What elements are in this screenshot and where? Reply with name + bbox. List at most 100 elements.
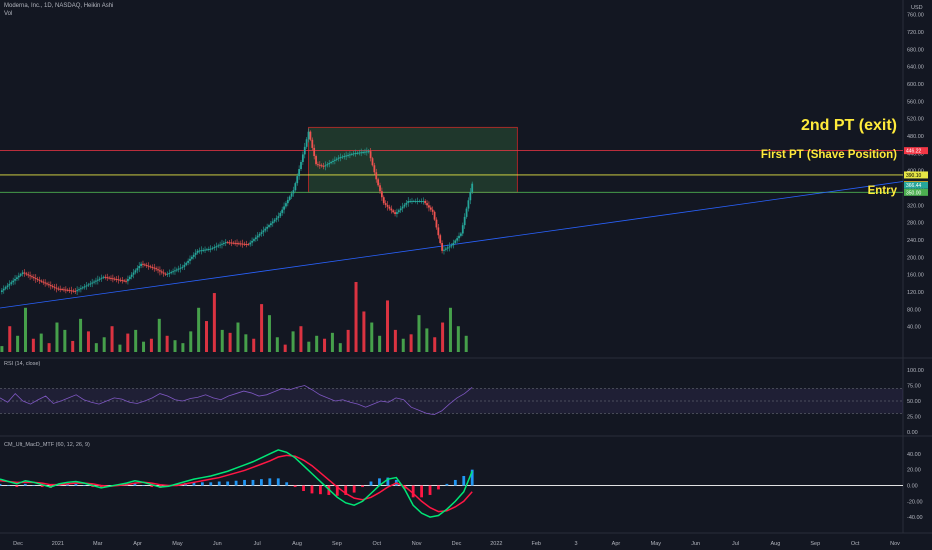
candle-body [2,288,5,291]
candle-body [213,247,216,249]
candle-body [461,225,464,234]
candle-body [441,243,443,251]
volume-bar [275,337,279,352]
volume-bar [441,322,445,352]
candle-body [283,206,285,210]
candle-body [117,279,120,281]
candle-body [83,286,86,288]
candle-body [115,279,118,280]
candle-body [371,158,374,166]
candle-body [382,197,385,204]
candle-body [174,270,176,272]
volume-bar [149,338,153,352]
volume-bar [425,328,429,352]
volume-bar [102,337,106,352]
volume-bar [299,326,303,352]
candle-body [411,201,413,202]
macd-histogram-bar [428,485,432,495]
y-tick-label: 200.00 [907,255,924,261]
candle-body [300,162,302,170]
candle-body [448,246,451,248]
volume-bar [157,318,161,352]
x-tick-label: Sep [332,541,342,547]
volume-bar [417,315,421,352]
macd-histogram-bar [0,483,2,486]
rsi-title: RSI (14, close) [4,361,41,367]
macd-histogram-bar [133,483,137,486]
candle-body [190,256,193,259]
candle-body [333,159,336,161]
volume-bar [16,335,20,352]
volume-bar [433,337,437,352]
volume-bar [401,338,405,352]
candle-body [59,288,62,290]
macd-histogram-bar [319,485,322,495]
volume-bar [8,326,12,352]
candle-body [215,246,218,248]
candle-body [365,151,368,153]
candle-body [286,199,289,204]
candle-body [467,200,470,209]
candle-body [123,280,126,282]
macd-histogram-bar [226,481,230,486]
candle-body [6,285,9,288]
macd-histogram-bar [200,482,204,486]
candle-body [350,153,353,155]
candle-body [209,248,212,250]
macd-line [0,449,473,518]
candle-body [268,225,270,227]
volume-bar [204,321,208,352]
x-tick-label: Jul [254,541,261,547]
volume-bar [31,338,35,352]
candle-body [271,221,274,224]
volume-bar [338,343,342,352]
volume-bar [236,322,240,352]
y-tick-label: 600.00 [907,82,924,88]
volume-bar [378,335,382,352]
macd-histogram-bar [420,485,424,498]
candle-body [48,284,50,286]
candle-body [311,139,314,148]
rsi-tick-label: 25.00 [907,415,921,421]
x-tick-label: Mar [93,541,103,547]
candle-body [96,279,99,281]
candle-body [315,156,317,165]
volume-bar [142,341,146,352]
candle-body [273,219,276,222]
rsi-tick-label: 75.00 [907,384,921,390]
volume-bar [283,344,287,352]
macd-histogram-bar [234,480,238,486]
candle-body [330,162,332,164]
candle-body [179,267,182,269]
candle-body [305,139,308,147]
candle-body [450,245,453,247]
candle-body [352,153,355,155]
entry-annotation: Entry [868,185,898,197]
macd-histogram-bar [243,479,246,486]
candle-body [275,217,278,220]
candle-body [177,268,180,270]
candle-body [168,272,171,274]
rsi-band [0,388,903,414]
candle-body [175,269,178,271]
candle-body [296,176,299,184]
candle-body [452,242,455,246]
candle-body [373,165,376,173]
y-tick-label: 640.00 [907,65,924,71]
candle-body [25,273,28,275]
candle-body [326,164,329,166]
macd-histogram-bar [285,482,289,486]
candle-body [426,203,428,206]
candle-body [91,282,94,284]
y-tick-label: 240.00 [907,238,924,244]
candle-body [463,216,466,226]
candle-body [194,252,197,255]
volume-bar [448,307,452,352]
candle-body [206,249,208,251]
x-tick-label: Oct [372,541,381,547]
candle-body [108,277,111,279]
candle-body [76,290,79,292]
candle-body [377,179,380,186]
candle-body [128,276,131,279]
